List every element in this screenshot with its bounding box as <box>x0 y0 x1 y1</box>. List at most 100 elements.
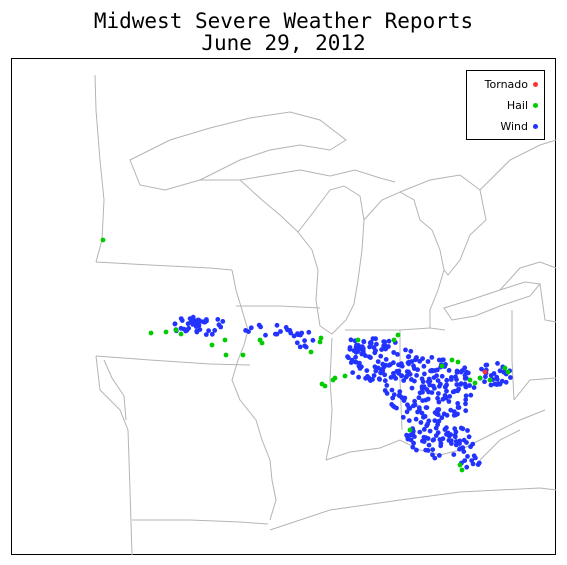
wind-report-marker <box>400 414 406 420</box>
wind-report-marker <box>377 377 382 382</box>
wind-report-marker <box>468 392 474 398</box>
wind-report-marker <box>497 368 503 374</box>
wind-report-marker <box>209 331 215 337</box>
hail-report-marker <box>439 363 445 369</box>
legend-label-hail: Hail <box>506 99 528 112</box>
wind-report-marker <box>406 405 412 410</box>
wind-report-marker <box>442 393 448 398</box>
hail-report-marker <box>395 332 401 338</box>
wind-report-marker <box>454 368 460 374</box>
wind-report-marker <box>494 382 500 387</box>
wind-report-marker <box>429 390 435 395</box>
wind-report-marker <box>379 367 384 373</box>
wind-report-marker <box>467 383 472 388</box>
wind-report-marker <box>412 434 417 439</box>
wind-report-marker <box>457 441 462 446</box>
wind-report-marker <box>469 458 475 463</box>
wind-report-marker <box>215 317 221 322</box>
wind-report-marker <box>435 430 441 436</box>
hail-report-marker <box>505 369 511 375</box>
upper-peninsula <box>200 169 396 183</box>
wind-report-marker <box>288 330 294 336</box>
illinois-indiana-border <box>325 337 333 461</box>
wind-report-marker <box>413 357 418 363</box>
state-boundaries <box>94 74 557 556</box>
wind-report-marker <box>406 361 412 367</box>
wind-report-marker <box>294 340 300 346</box>
wind-report-marker <box>448 407 454 413</box>
wind-report-marker <box>382 372 388 378</box>
wind-report-marker <box>465 454 470 459</box>
wind-report-marker <box>425 436 431 441</box>
wind-report-marker <box>347 345 353 350</box>
wind-report-marker <box>454 377 459 382</box>
wind-report-marker <box>458 381 464 387</box>
wind-report-marker <box>179 318 185 323</box>
wind-report-marker <box>396 393 402 399</box>
wind-report-marker <box>382 339 388 345</box>
hail-dot-icon <box>533 103 538 108</box>
wind-report-marker <box>374 341 379 347</box>
wind-report-marker <box>449 375 454 380</box>
wind-report-marker <box>444 377 450 383</box>
wind-report-marker <box>366 354 372 360</box>
wind-report-marker <box>468 444 473 450</box>
wind-report-marker <box>420 389 425 395</box>
wind-report-marker <box>302 338 307 343</box>
wind-report-marker <box>488 382 494 388</box>
canada-border <box>479 139 557 191</box>
wind-report-marker <box>172 321 178 327</box>
tornado-report-marker <box>482 369 488 375</box>
wind-report-marker <box>378 353 384 359</box>
wind-report-marker <box>364 368 370 373</box>
legend: Tornado Hail Wind <box>466 70 545 140</box>
wind-report-marker <box>451 412 457 418</box>
wind-report-marker <box>412 402 418 408</box>
lake-erie <box>443 281 541 321</box>
wind-report-marker <box>437 453 442 458</box>
wind-report-marker <box>360 346 366 351</box>
hail-report-marker <box>472 380 478 386</box>
wind-report-marker <box>444 388 449 394</box>
hail-report-marker <box>407 427 413 433</box>
wind-report-marker <box>436 399 442 405</box>
lake-huron <box>399 174 487 276</box>
wind-report-marker <box>463 384 469 390</box>
tornado-dot-icon <box>533 82 538 87</box>
wind-report-marker <box>435 407 440 413</box>
hail-report-marker <box>487 377 493 383</box>
wind-report-marker <box>424 423 430 429</box>
wind-report-marker <box>430 452 435 458</box>
wind-report-marker <box>460 445 466 451</box>
wv-border <box>513 377 557 401</box>
wind-report-marker <box>491 371 497 376</box>
wind-report-marker <box>278 329 283 334</box>
hail-report-marker <box>308 349 314 355</box>
wind-report-marker <box>435 378 441 383</box>
wind-report-marker <box>246 329 251 334</box>
wind-report-marker <box>475 462 481 467</box>
wind-report-marker <box>402 395 408 401</box>
wind-report-marker <box>186 325 192 331</box>
wind-report-marker <box>291 333 297 339</box>
hail-report-marker <box>259 340 265 346</box>
wind-report-marker <box>363 375 368 381</box>
wind-report-marker <box>503 379 509 385</box>
hail-report-markers <box>100 237 511 473</box>
wind-report-marker <box>295 331 300 336</box>
wind-report-marker <box>446 438 452 443</box>
hail-report-marker <box>222 337 228 343</box>
wind-report-marker <box>371 373 377 378</box>
wind-report-marker <box>372 364 378 370</box>
wind-report-marker <box>436 391 441 396</box>
hail-report-marker <box>342 373 348 379</box>
tornado-report-markers <box>482 369 488 375</box>
wind-report-marker <box>395 352 400 357</box>
wind-report-marker <box>451 452 457 457</box>
lake-ontario <box>499 261 557 291</box>
wind-report-marker <box>439 373 445 379</box>
hail-report-marker <box>459 467 465 473</box>
legend-label-wind: Wind <box>500 120 528 133</box>
wind-report-marker <box>424 405 430 410</box>
wind-report-marker <box>439 415 445 421</box>
